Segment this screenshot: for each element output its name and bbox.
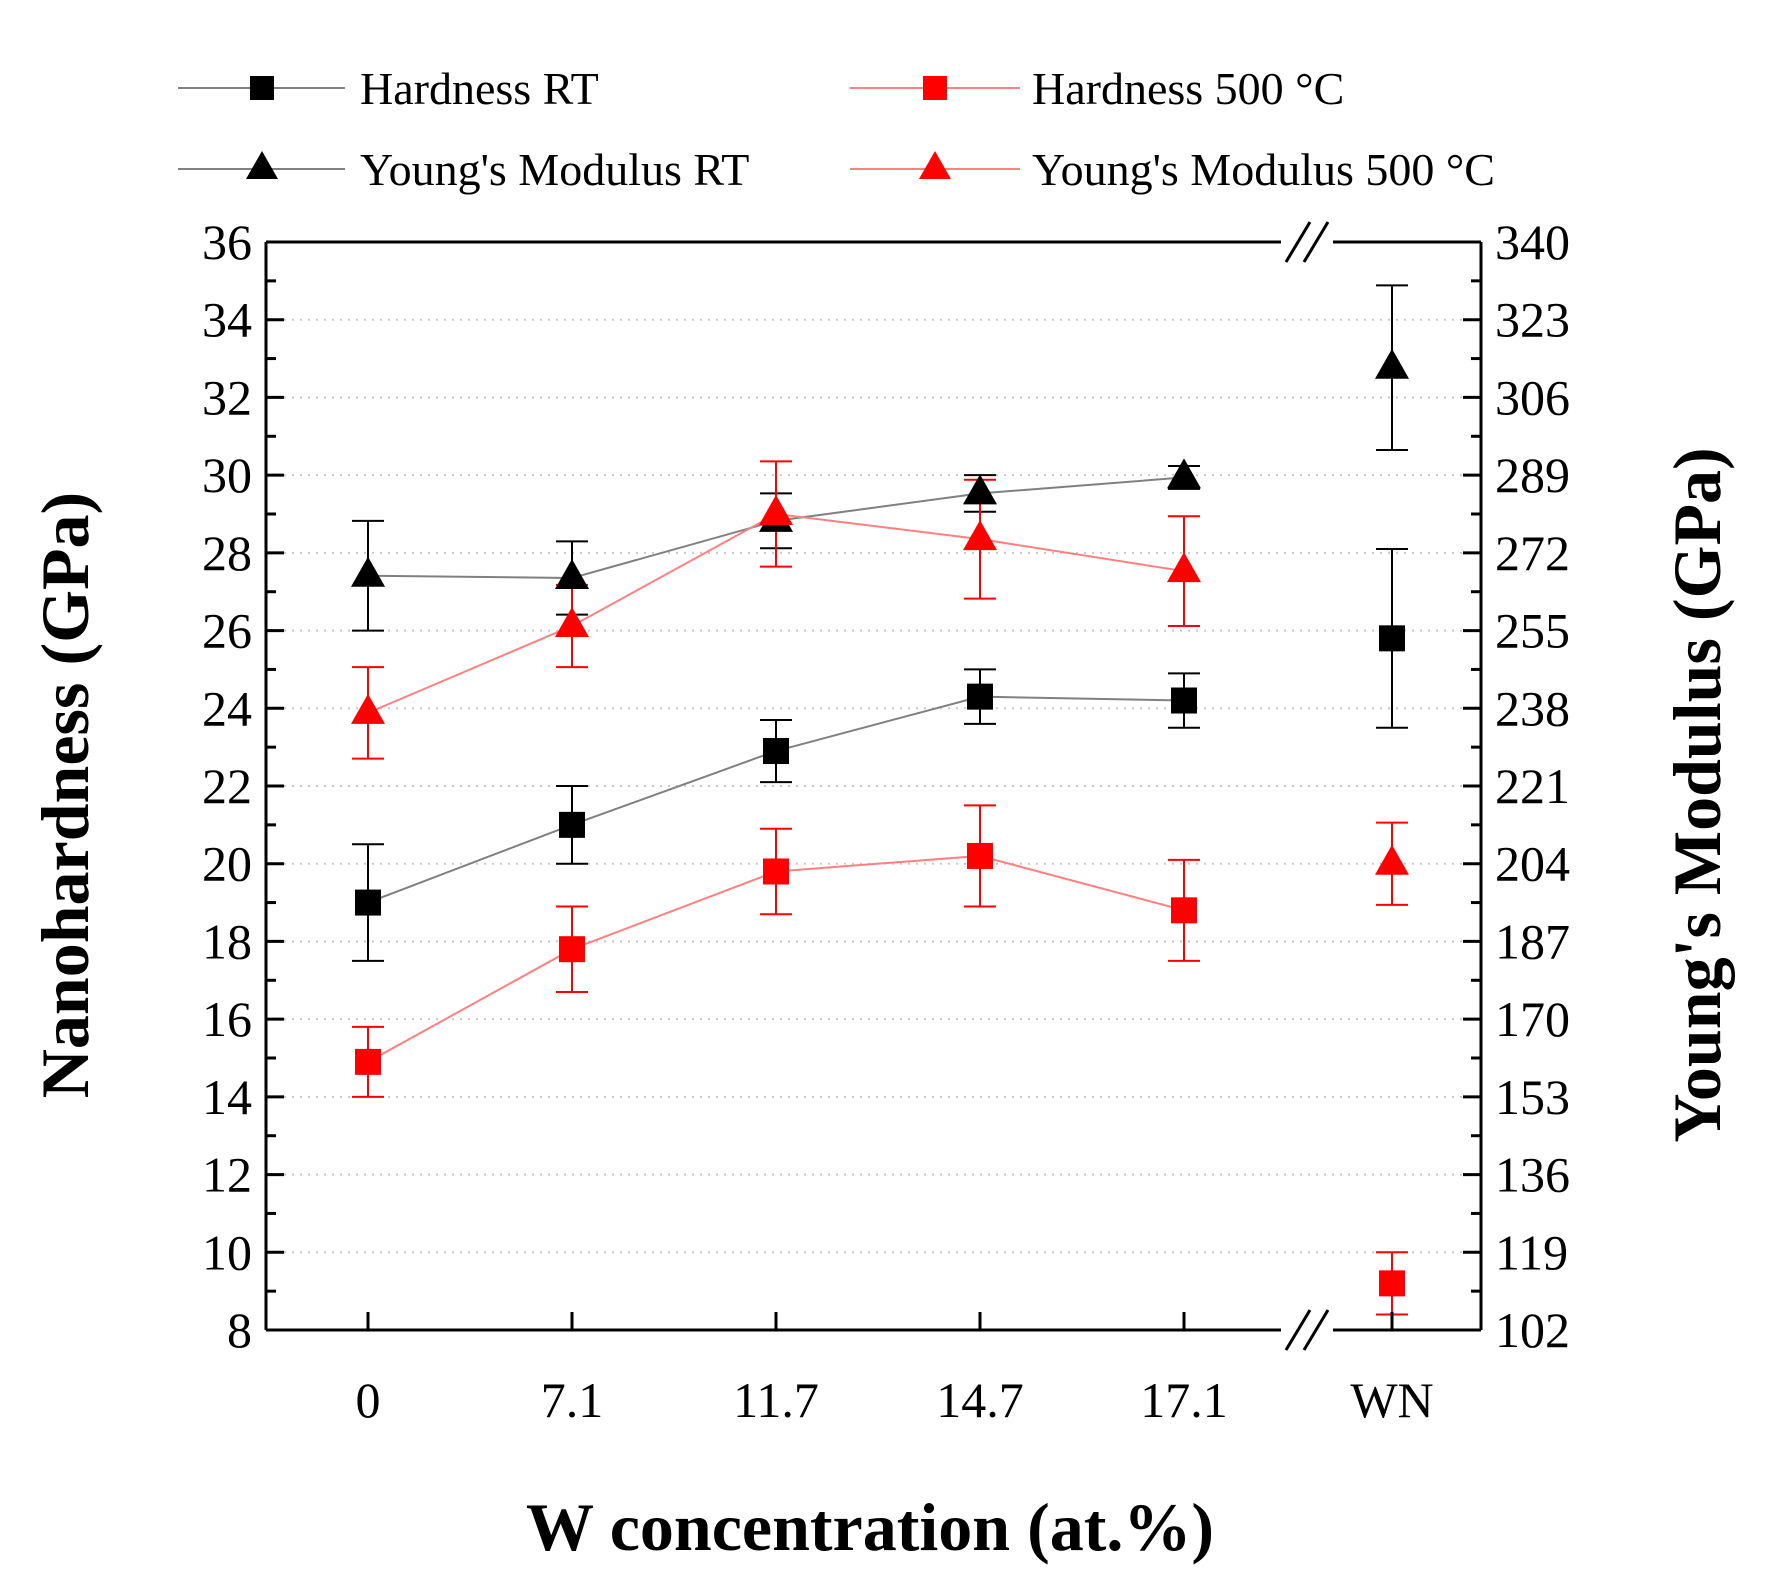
data-point-square	[355, 889, 381, 916]
y2-tick-label: 204	[1495, 836, 1570, 892]
y2-tick-label: 306	[1495, 369, 1570, 425]
data-point-triangle	[1375, 844, 1409, 875]
y2-tick-label: 289	[1495, 447, 1570, 503]
legend-label: Hardness RT	[360, 63, 599, 114]
data-point-square	[967, 683, 993, 710]
axes: 8 10 12 14 16 18 20 22 24 26 28 30 32 34 36 102 119 136 15…	[202, 214, 1570, 1428]
legend-marker-triangle	[246, 151, 278, 179]
legend: Hardness RT Hardness 500 °C Young's Modulu…	[178, 63, 1495, 195]
y2-tick-label: 187	[1495, 913, 1570, 969]
data-point-square	[1171, 897, 1197, 924]
data-point-square	[1379, 1270, 1405, 1297]
x-tick-label: 14.7	[936, 1372, 1024, 1428]
y2-tick-label: 255	[1495, 603, 1570, 659]
data-point-triangle	[1167, 552, 1201, 583]
data-point-square	[1171, 687, 1197, 714]
data-point-square	[1379, 625, 1405, 652]
y-tick-label: 16	[202, 991, 252, 1047]
error-bars	[352, 284, 1408, 1316]
data-point-square	[763, 858, 789, 885]
y2-tick-label: 153	[1495, 1069, 1570, 1125]
legend-marker-square	[250, 76, 274, 100]
y-tick-label: 12	[202, 1147, 252, 1203]
y-tick-label: 26	[202, 603, 252, 659]
data-markers	[351, 348, 1409, 1297]
y-axis-title: Nanohardness (GPa)	[27, 492, 103, 1098]
y2-tick-label: 340	[1495, 214, 1570, 270]
axis-break-mark	[1302, 1309, 1330, 1351]
x-tick-label: 11.7	[733, 1372, 819, 1428]
y2-tick-label: 323	[1495, 292, 1570, 348]
data-point-triangle	[963, 520, 997, 551]
y-tick-label: 32	[202, 369, 252, 425]
data-point-square	[355, 1048, 381, 1075]
data-point-triangle	[351, 693, 385, 724]
data-point-triangle	[351, 556, 385, 587]
legend-label: Hardness 500 °C	[1032, 63, 1344, 114]
data-point-triangle	[759, 495, 793, 525]
data-point-triangle	[1375, 348, 1409, 379]
y2-tick-label: 221	[1495, 758, 1570, 814]
y2-tick-label: 119	[1495, 1224, 1568, 1280]
x-tick-label: 0	[356, 1372, 381, 1428]
x-tick-label: 17.1	[1140, 1372, 1228, 1428]
data-point-triangle	[963, 474, 997, 505]
y-tick-label: 18	[202, 913, 252, 969]
data-point-square	[967, 842, 993, 869]
legend-marker-square	[923, 76, 947, 100]
data-point-square	[559, 811, 585, 838]
y2-axis-title: Young's Modulus (GPa)	[1659, 447, 1735, 1142]
y-tick-label: 14	[202, 1069, 252, 1125]
y-tick-label: 30	[202, 447, 252, 503]
gridlines	[268, 318, 1479, 1254]
x-axis-title: W concentration (at.%)	[526, 1489, 1214, 1565]
legend-label: Young's Modulus 500 °C	[1032, 144, 1495, 195]
y-tick-label: 8	[227, 1302, 252, 1358]
y2-tick-label: 238	[1495, 680, 1570, 736]
legend-label: Young's Modulus RT	[360, 144, 749, 195]
legend-marker-triangle	[919, 151, 951, 179]
data-point-triangle	[1167, 458, 1201, 489]
y-tick-label: 24	[202, 680, 252, 736]
x-tick-label: 7.1	[541, 1372, 604, 1428]
y2-tick-label: 272	[1495, 525, 1570, 581]
y-tick-label: 22	[202, 758, 252, 814]
axis-break-mark	[1302, 221, 1330, 263]
y-tick-label: 28	[202, 525, 252, 581]
y-tick-label: 20	[202, 836, 252, 892]
axis-break-mark	[1284, 1309, 1312, 1351]
y-tick-label: 34	[202, 292, 252, 348]
data-point-triangle	[555, 559, 589, 589]
y-tick-label: 10	[202, 1224, 252, 1280]
data-point-triangle	[555, 607, 589, 637]
y-tick-label: 36	[202, 214, 252, 270]
data-point-square	[559, 936, 585, 963]
y2-tick-label: 170	[1495, 991, 1570, 1047]
y2-tick-label: 102	[1495, 1302, 1570, 1358]
data-point-square	[763, 738, 789, 765]
axis-break-mark	[1284, 221, 1312, 263]
x-tick-label: WN	[1350, 1372, 1433, 1428]
y2-tick-label: 136	[1495, 1147, 1570, 1203]
